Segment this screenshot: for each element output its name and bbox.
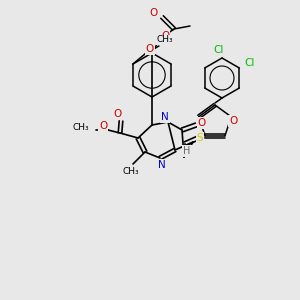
Text: O: O bbox=[229, 116, 237, 126]
Text: CH₃: CH₃ bbox=[72, 124, 89, 133]
Text: H: H bbox=[183, 146, 191, 156]
Text: O: O bbox=[161, 31, 169, 41]
Text: Cl: Cl bbox=[244, 58, 254, 68]
Text: O: O bbox=[99, 121, 107, 131]
Text: S: S bbox=[197, 133, 203, 143]
Text: O: O bbox=[150, 8, 158, 18]
Text: O: O bbox=[114, 109, 122, 119]
Text: N: N bbox=[158, 160, 166, 170]
Text: CH₃: CH₃ bbox=[157, 35, 173, 44]
Text: CH₃: CH₃ bbox=[123, 167, 139, 176]
Text: N: N bbox=[161, 112, 169, 122]
Text: O: O bbox=[198, 118, 206, 128]
Text: Cl: Cl bbox=[214, 45, 224, 55]
Text: O: O bbox=[146, 44, 154, 54]
